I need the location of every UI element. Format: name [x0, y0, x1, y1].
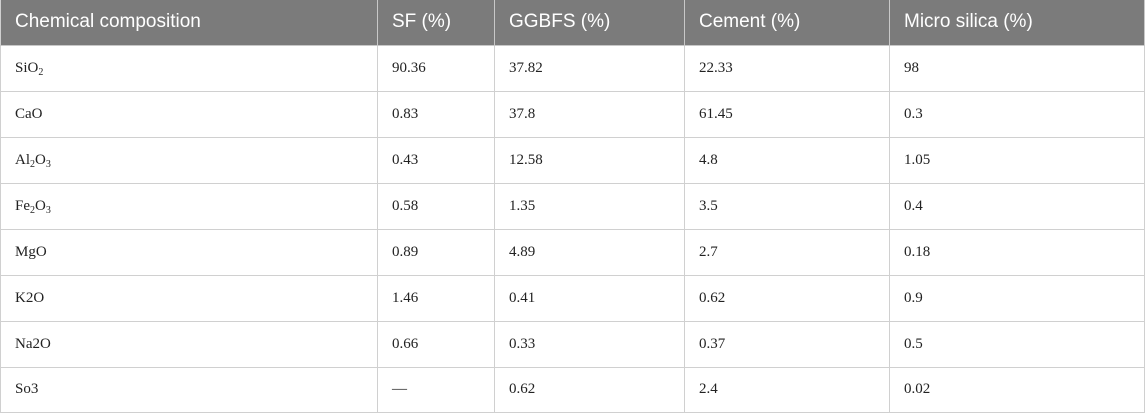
micro-silica-value: 0.18 [889, 228, 1145, 276]
micro-silica-value: 0.9 [889, 274, 1145, 322]
micro-silica-value: 0.3 [889, 90, 1145, 138]
cement-value: 0.37 [684, 320, 890, 368]
sf-value: 0.83 [377, 90, 495, 138]
table-row: Fe2O3 0.58 1.35 3.5 0.4 [0, 182, 1145, 230]
header-chemical-composition: Chemical composition [0, 0, 378, 46]
sf-value: 0.43 [377, 136, 495, 184]
cement-value: 0.62 [684, 274, 890, 322]
table-row: Na2O 0.66 0.33 0.37 0.5 [0, 320, 1145, 368]
compound-symbol: O [27, 59, 39, 76]
cement-value: 2.4 [684, 366, 890, 413]
micro-silica-value: 0.5 [889, 320, 1145, 368]
table-row: Al2O3 0.43 12.58 4.8 1.05 [0, 136, 1145, 184]
compound-cell: CaO [0, 90, 378, 138]
sf-value: — [377, 366, 495, 413]
cement-value: 3.5 [684, 182, 890, 230]
ggbfs-value: 0.62 [494, 366, 685, 413]
table-row: MgO 0.89 4.89 2.7 0.18 [0, 228, 1145, 276]
subscript: 2 [30, 204, 35, 216]
compound-cell: So3 [0, 366, 378, 413]
micro-silica-value: 0.4 [889, 182, 1145, 230]
compound-symbol: O [35, 151, 46, 168]
cement-value: 22.33 [684, 44, 890, 92]
subscript: 2 [30, 158, 35, 170]
ggbfs-value: 12.58 [494, 136, 685, 184]
compound-cell: MgO [0, 228, 378, 276]
table-row: K2O 1.46 0.41 0.62 0.9 [0, 274, 1145, 322]
compound-cell: K2O [0, 274, 378, 322]
table-row: SiO2 90.36 37.82 22.33 98 [0, 44, 1145, 92]
ggbfs-value: 37.82 [494, 44, 685, 92]
table-row: CaO 0.83 37.8 61.45 0.3 [0, 90, 1145, 138]
table-body: SiO2 90.36 37.82 22.33 98 CaO 0.83 37.8 … [0, 44, 1145, 413]
compound-symbol: Fe [15, 197, 30, 214]
ggbfs-value: 0.33 [494, 320, 685, 368]
micro-silica-value: 98 [889, 44, 1145, 92]
subscript: 3 [45, 158, 51, 170]
compound-symbol: Al [15, 151, 30, 168]
sf-value: 90.36 [377, 44, 495, 92]
header-row: Chemical composition SF (%) GGBFS (%) Ce… [0, 0, 1145, 46]
header-cement: Cement (%) [684, 0, 890, 46]
ggbfs-value: 4.89 [494, 228, 685, 276]
cement-value: 61.45 [684, 90, 890, 138]
compound-symbol: Si [15, 59, 28, 76]
header-micro-silica: Micro silica (%) [889, 0, 1145, 46]
subscript: 2 [38, 66, 44, 78]
compound-symbol: O [35, 197, 46, 214]
header-sf: SF (%) [377, 0, 495, 46]
compound-cell: Na2O [0, 320, 378, 368]
subscript: 3 [45, 204, 51, 216]
ggbfs-value: 0.41 [494, 274, 685, 322]
compound-cell: Al2O3 [0, 136, 378, 184]
compound-cell: SiO2 [0, 44, 378, 92]
sf-value: 0.58 [377, 182, 495, 230]
header-ggbfs: GGBFS (%) [494, 0, 685, 46]
cement-value: 4.8 [684, 136, 890, 184]
sf-value: 1.46 [377, 274, 495, 322]
compound-cell: Fe2O3 [0, 182, 378, 230]
cement-value: 2.7 [684, 228, 890, 276]
table-header: Chemical composition SF (%) GGBFS (%) Ce… [0, 0, 1145, 46]
ggbfs-value: 37.8 [494, 90, 685, 138]
table-row: So3 — 0.62 2.4 0.02 [0, 366, 1145, 413]
ggbfs-value: 1.35 [494, 182, 685, 230]
micro-silica-value: 0.02 [889, 366, 1145, 413]
sf-value: 0.89 [377, 228, 495, 276]
sf-value: 0.66 [377, 320, 495, 368]
micro-silica-value: 1.05 [889, 136, 1145, 184]
